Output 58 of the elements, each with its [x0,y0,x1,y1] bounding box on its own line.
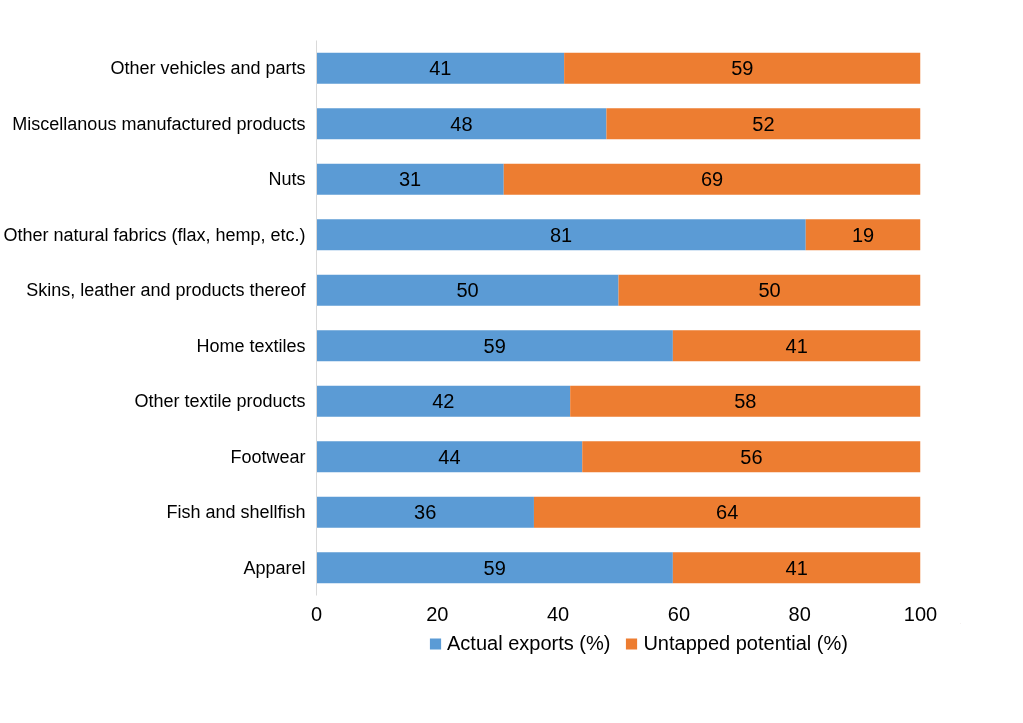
data-label: 19 [852,223,875,246]
bar [316,219,806,251]
y-tick-label: Footwear [230,446,306,467]
data-label: 42 [432,390,455,413]
data-label: 59 [483,334,506,357]
data-label: 59 [731,57,754,80]
data-label: 52 [752,112,775,135]
bar [316,441,583,473]
bar [316,330,673,362]
bar [582,441,921,473]
y-tick-label: Other natural fabrics (flax, hemp, etc.) [3,224,306,245]
bar [533,496,921,528]
y-tick-label: Other textile products [134,391,306,412]
x-tick-label: 20 [426,602,449,625]
data-label: 44 [438,445,461,468]
data-label: 81 [550,223,573,246]
data-label: 41 [785,334,808,357]
bar [570,385,921,417]
data-label: 36 [414,501,437,524]
x-tick-label: 60 [667,602,691,625]
y-tick-label: Miscellanous manufactured products [12,113,306,134]
y-tick-label: Home textiles [196,335,306,356]
bar [564,52,921,84]
legend-label: Untapped potential (%) [643,631,848,655]
x-tick-label: 40 [546,602,570,625]
x-tick-label: 0 [310,602,323,625]
bar [672,552,921,584]
x-tick-label: 100 [903,602,938,625]
bar [316,108,607,140]
data-label: 48 [450,112,473,135]
data-label: 50 [456,279,479,302]
bar [503,163,921,195]
y-tick-label: Other vehicles and parts [110,58,306,79]
y-tick-label: Nuts [268,169,306,190]
x-tick-label: 80 [788,602,811,625]
data-label: 64 [716,501,739,524]
bar [316,274,619,306]
bar [316,496,534,528]
bar [316,52,565,84]
data-label: 31 [399,168,422,191]
bar [316,385,571,417]
y-tick-label: Apparel [243,557,306,578]
data-label: 69 [701,168,724,191]
data-label: 41 [429,57,452,80]
data-label: 50 [758,279,781,302]
bar [316,552,673,584]
y-tick-label: Skins, leather and products thereof [26,280,307,301]
data-label: 56 [740,445,763,468]
data-label: 58 [734,390,757,413]
data-label: 41 [785,556,808,579]
bar [805,219,921,251]
data-label: 59 [483,556,506,579]
bar [672,330,921,362]
bar [618,274,921,306]
legend-label: Actual exports (%) [447,631,611,655]
bar [606,108,921,140]
y-tick-label: Fish and shellfish [166,502,306,523]
bar [316,163,504,195]
